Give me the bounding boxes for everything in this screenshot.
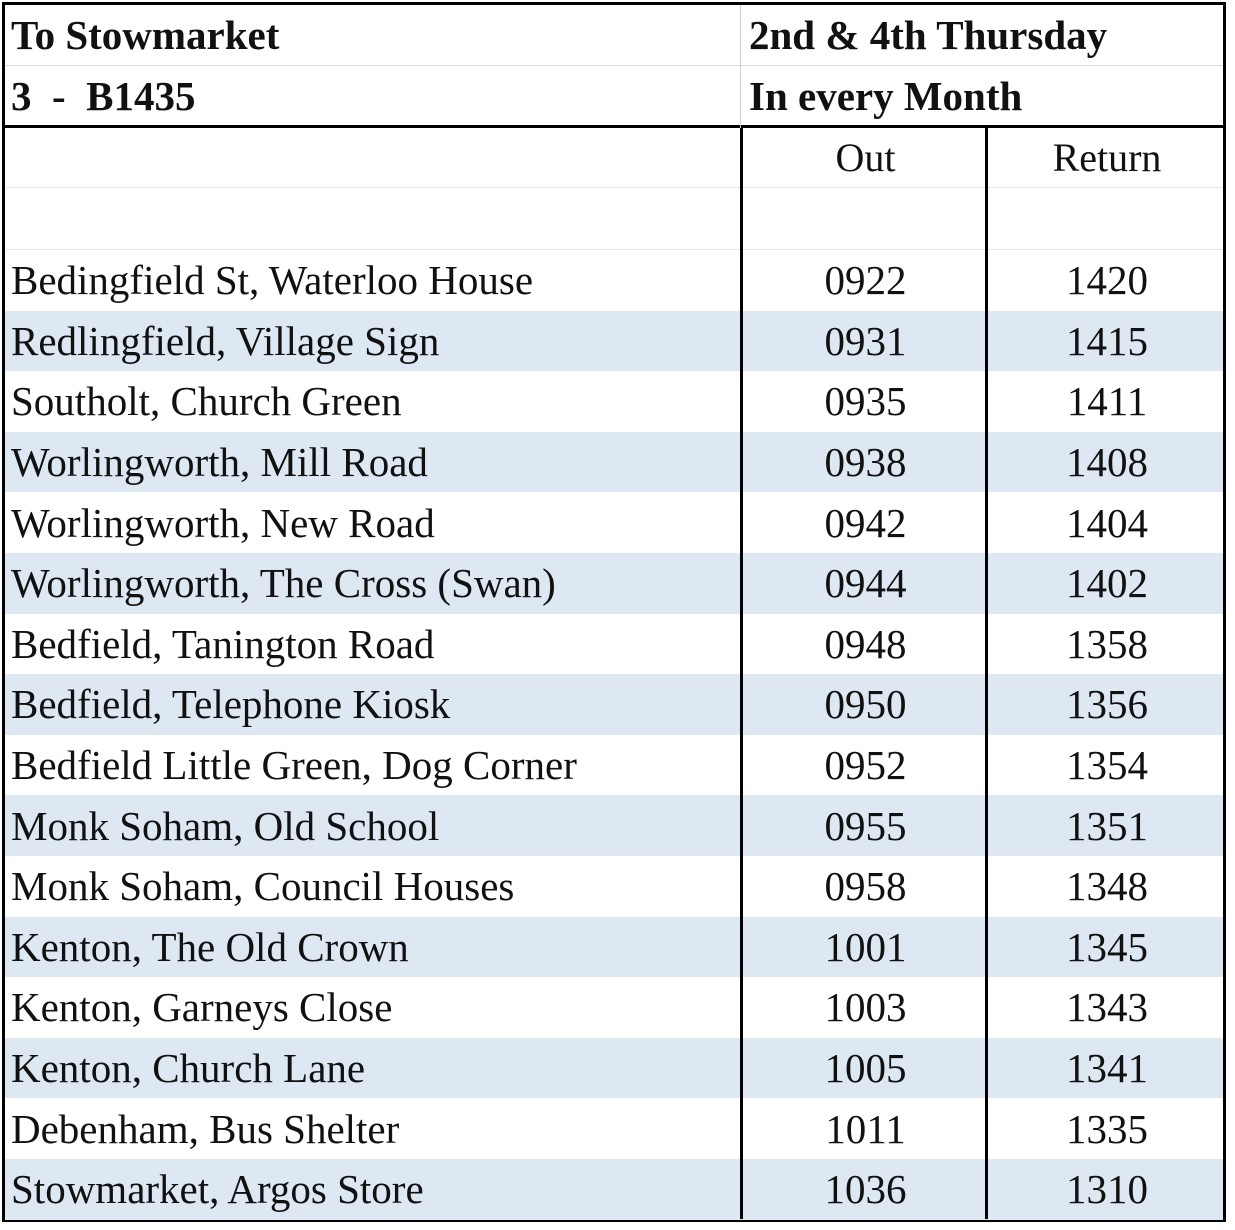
return-time: 1354	[1066, 742, 1148, 789]
table-row: Bedfield, Telephone Kiosk 0950 1356	[5, 674, 1223, 735]
table-row: Monk Soham, Old School 0955 1351	[5, 795, 1223, 856]
return-time: 1408	[1066, 439, 1148, 486]
stop-name: Southolt, Church Green	[11, 378, 402, 425]
header-row-1: To Stowmarket 2nd & 4th Thursday	[5, 5, 1223, 66]
return-time: 1348	[1066, 863, 1148, 910]
out-time: 0942	[824, 499, 907, 546]
table-row: Debenham, Bus Shelter 1011 1335	[5, 1098, 1223, 1159]
out-time: 0935	[824, 378, 907, 425]
table-row: Worlingworth, Mill Road 0938 1408	[5, 431, 1223, 493]
table-row: Bedfield, Tanington Road 0948 1358	[5, 614, 1223, 675]
return-time: 1420	[1066, 257, 1148, 304]
stop-name: Kenton, The Old Crown	[11, 923, 409, 970]
column-divider-out	[740, 128, 743, 1219]
stop-name: Redlingfield, Village Sign	[11, 317, 440, 364]
out-time: 0944	[824, 560, 907, 607]
return-time: 1402	[1066, 560, 1148, 607]
out-time: 0955	[824, 802, 907, 849]
table-row: Kenton, The Old Crown 1001 1345	[5, 916, 1223, 978]
table-row: Kenton, Church Lane 1005 1341	[5, 1037, 1223, 1099]
return-time: 1411	[1066, 378, 1148, 425]
stop-name: Monk Soham, Council Houses	[11, 863, 515, 910]
return-time: 1415	[1066, 317, 1148, 364]
table-row: Bedfield Little Green, Dog Corner 0952 135…	[5, 735, 1223, 796]
stop-name: Monk Soham, Old School	[11, 802, 440, 849]
stop-name: Worlingworth, New Road	[11, 499, 435, 546]
spacer-row	[5, 188, 1223, 250]
out-time: 1005	[824, 1045, 907, 1092]
return-column-header: Return	[1052, 135, 1162, 180]
out-time: 1003	[824, 984, 907, 1031]
out-time: 0950	[824, 681, 907, 728]
stop-name: Bedfield, Tanington Road	[11, 620, 435, 667]
stop-name: Debenham, Bus Shelter	[11, 1105, 400, 1152]
out-column-header: Out	[835, 135, 896, 180]
return-time: 1345	[1066, 923, 1148, 970]
out-time: 0952	[824, 742, 907, 789]
column-divider-return	[985, 128, 988, 1219]
out-time: 1011	[825, 1105, 906, 1152]
header-row-2: 3 - B1435 In every Month	[5, 66, 1223, 128]
out-time: 1001	[824, 923, 907, 970]
header-divider	[740, 5, 741, 128]
return-time: 1404	[1066, 499, 1148, 546]
stop-name: Bedfield Little Green, Dog Corner	[11, 742, 577, 789]
service-frequency: In every Month	[749, 72, 1023, 119]
route-number: 3 - B1435	[11, 72, 196, 119]
out-time: 0922	[824, 257, 907, 304]
stop-name: Worlingworth, The Cross (Swan)	[11, 560, 556, 607]
table-row: Bedingfield St, Waterloo House 0922 1420	[5, 250, 1223, 311]
table-row: Worlingworth, New Road 0942 1404	[5, 492, 1223, 553]
out-time: 0948	[824, 620, 907, 667]
table-row: Monk Soham, Council Houses 0958 1348	[5, 856, 1223, 917]
return-time: 1335	[1066, 1105, 1148, 1152]
stop-name: Kenton, Church Lane	[11, 1045, 366, 1092]
column-header-row: Out Return	[5, 128, 1223, 188]
return-time: 1310	[1066, 1166, 1148, 1213]
return-time: 1343	[1066, 984, 1148, 1031]
return-time: 1358	[1066, 620, 1148, 667]
stop-name: Stowmarket, Argos Store	[11, 1166, 424, 1213]
stop-name: Bedfield, Telephone Kiosk	[11, 681, 451, 728]
return-time: 1341	[1066, 1045, 1148, 1092]
stop-name: Worlingworth, Mill Road	[11, 439, 428, 486]
out-time: 0938	[824, 439, 907, 486]
stop-name: Kenton, Garneys Close	[11, 984, 393, 1031]
route-destination: To Stowmarket	[11, 12, 280, 58]
service-days: 2nd & 4th Thursday	[749, 12, 1108, 58]
table-row: Worlingworth, The Cross (Swan) 0944 1402	[5, 553, 1223, 614]
stop-name: Bedingfield St, Waterloo House	[11, 257, 534, 304]
return-time: 1356	[1066, 681, 1148, 728]
out-time: 0931	[824, 317, 907, 364]
table-row: Kenton, Garneys Close 1003 1343	[5, 977, 1223, 1038]
out-time: 1036	[824, 1166, 907, 1213]
table-row: Southolt, Church Green 0935 1411	[5, 371, 1223, 432]
table-row: Redlingfield, Village Sign 0931 1415	[5, 310, 1223, 372]
out-time: 0958	[824, 863, 907, 910]
return-time: 1351	[1066, 802, 1148, 849]
table-row: Stowmarket, Argos Store 1036 1310	[5, 1159, 1223, 1220]
